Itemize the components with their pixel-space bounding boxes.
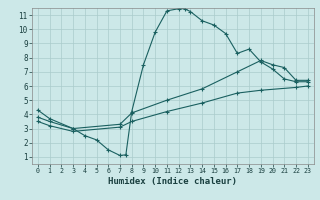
- X-axis label: Humidex (Indice chaleur): Humidex (Indice chaleur): [108, 177, 237, 186]
